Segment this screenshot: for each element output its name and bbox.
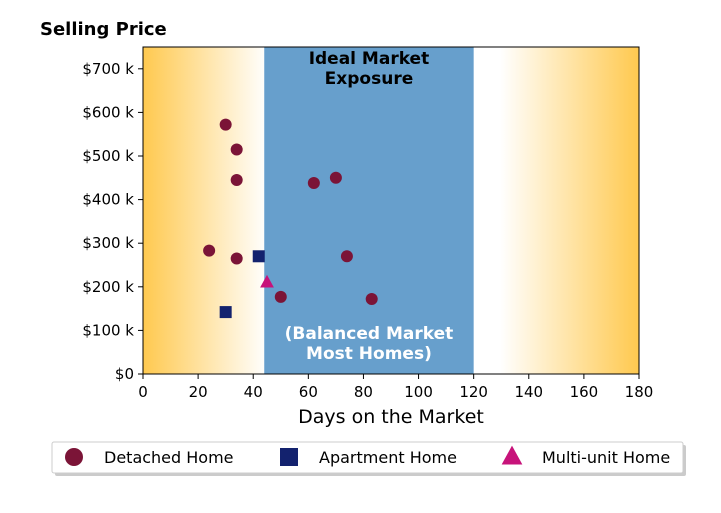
circle-point-detached-home xyxy=(307,177,320,190)
y-tick-label: $600 k xyxy=(82,103,134,121)
x-axis-label: Days on the Market xyxy=(298,406,484,428)
x-tick-label: 60 xyxy=(299,383,318,401)
y-tick-label: $0 xyxy=(115,365,134,383)
x-tick-label: 20 xyxy=(189,383,208,401)
y-tick-label: $100 k xyxy=(82,321,134,339)
circle-point-detached-home xyxy=(219,118,232,131)
x-tick-label: 40 xyxy=(244,383,263,401)
circle-point-detached-home xyxy=(203,244,216,257)
legend-marker-triangle xyxy=(501,445,523,465)
square-point-apartment-home xyxy=(252,250,265,263)
legend-box xyxy=(51,441,684,474)
y-tick-label: $300 k xyxy=(82,234,134,252)
circle-point-detached-home xyxy=(340,250,353,263)
x-tick-label: 140 xyxy=(514,383,543,401)
y-axis: $0 $100 k $200 k $300 k $400 k $500 k $600 k $7… xyxy=(82,60,143,383)
points-layer xyxy=(203,118,378,319)
triangle-point-multi-unit-home xyxy=(260,274,274,288)
y-tick-label: $700 k xyxy=(82,60,134,78)
x-tick-label: 80 xyxy=(354,383,373,401)
x-tick-label: 0 xyxy=(138,383,148,401)
legend: Detached Home Apartment Home Multi-unit Ho… xyxy=(51,441,684,474)
circle-point-detached-home xyxy=(230,143,243,156)
x-tick-label: 120 xyxy=(459,383,488,401)
legend-label: Multi-unit Home xyxy=(542,448,670,467)
legend-marker-circle xyxy=(65,448,83,466)
y-tick-label: $500 k xyxy=(82,147,134,165)
circle-point-detached-home xyxy=(230,173,243,186)
plot-frame xyxy=(142,46,640,375)
circle-point-detached-home xyxy=(329,171,342,184)
legend-marker-square xyxy=(280,448,298,466)
x-axis: 0 20 40 60 80 100 120 140 160 180 xyxy=(138,374,653,401)
y-tick-label: $200 k xyxy=(82,278,134,296)
x-tick-label: 180 xyxy=(625,383,654,401)
y-tick-label: $400 k xyxy=(82,191,134,209)
circle-point-detached-home xyxy=(365,293,378,306)
x-tick-label: 100 xyxy=(404,383,433,401)
x-tick-label: 160 xyxy=(570,383,599,401)
circle-point-detached-home xyxy=(274,290,287,303)
circle-point-detached-home xyxy=(230,252,243,265)
band-region xyxy=(264,47,474,374)
legend-label: Apartment Home xyxy=(319,448,457,467)
legend-label: Detached Home xyxy=(104,448,234,467)
band-bottom-annotation: (Balanced Market xyxy=(285,324,454,344)
chart-title: Selling Price xyxy=(40,19,167,40)
square-point-apartment-home xyxy=(219,306,232,319)
band-top-annotation: Exposure xyxy=(325,69,414,89)
band-top-annotation: Ideal Market xyxy=(309,49,430,69)
band-bottom-annotation: Most Homes) xyxy=(306,344,432,364)
